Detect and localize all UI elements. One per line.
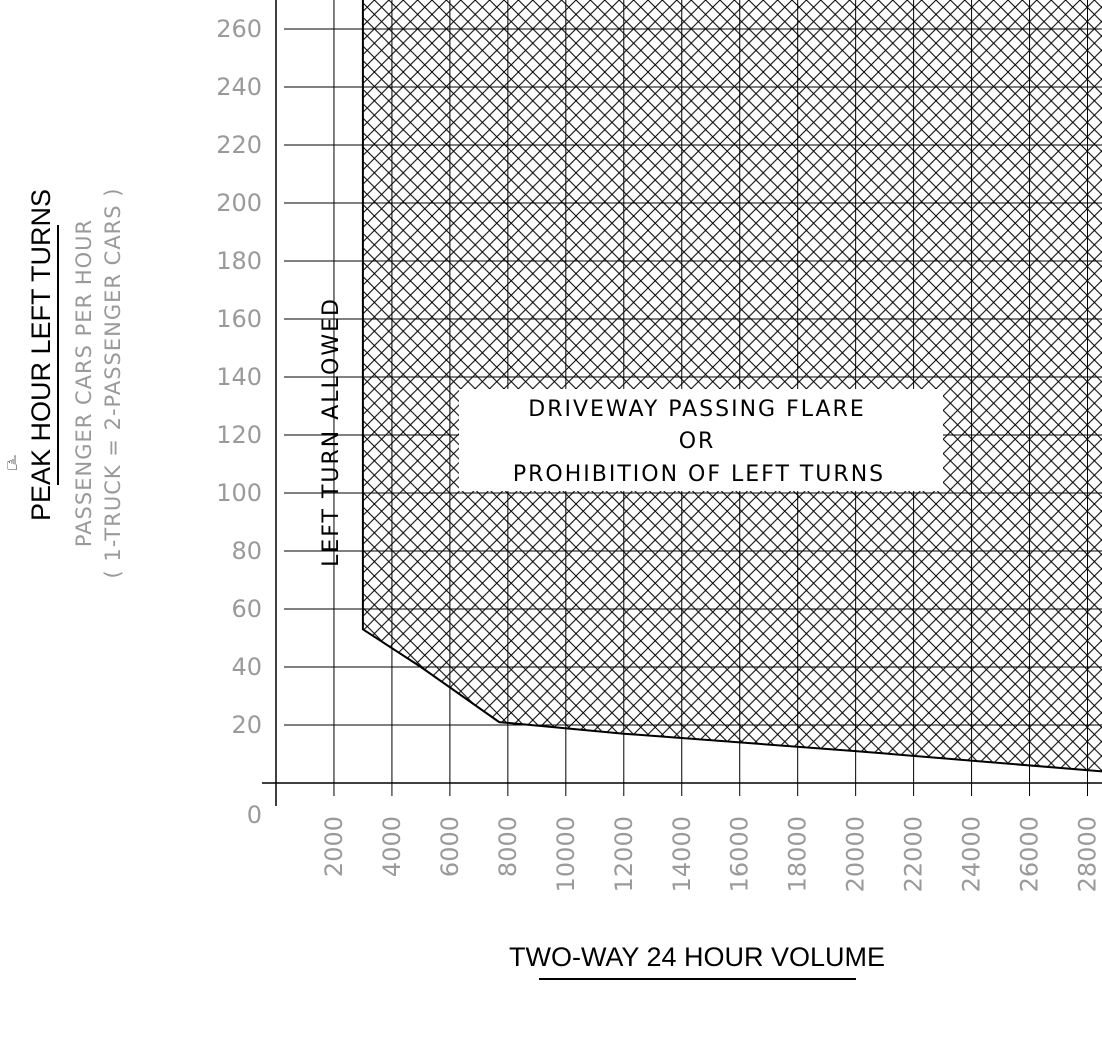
x-tick-label-10000: 10000 (552, 816, 580, 892)
x-tick-label-26000: 26000 (1016, 816, 1044, 892)
y-tick-label-40: 40 (231, 653, 262, 681)
y-tick-label-60: 60 (231, 595, 262, 623)
x-tick-label-2000: 2000 (320, 816, 348, 877)
hatched-region (362, 0, 1102, 772)
x-tick-label-4000: 4000 (378, 816, 406, 877)
y-tick-label-100: 100 (216, 479, 262, 507)
warrant-boundary-line (361, 0, 1102, 773)
y-tick-label-120: 120 (216, 421, 262, 449)
y-tick-label-140: 140 (216, 363, 262, 391)
x-axis-title: TWO-WAY 24 HOUR VOLUME (509, 942, 885, 972)
y-tick-label-0: 0 (247, 801, 262, 829)
x-tick-label-24000: 24000 (958, 816, 986, 892)
x-tick-label-28000: 28000 (1074, 816, 1102, 892)
boundary-layer (361, 0, 1102, 773)
x-tick-label-20000: 20000 (842, 816, 870, 892)
x-tick-labels: 2000 4000 6000 8000 10000 12000 14000 16000 1800… (320, 816, 1102, 892)
hatched-region-layer (362, 0, 1102, 772)
region-label-line-3: PROHIBITION OF LEFT TURNS (513, 462, 885, 487)
hand-cursor-icon: ☝ (6, 451, 18, 475)
y-tick-label-220: 220 (216, 131, 262, 159)
y-tick-label-260: 260 (216, 15, 262, 43)
x-tick-label-22000: 22000 (900, 816, 928, 892)
y-tick-label-80: 80 (231, 537, 262, 565)
region-label-flare-prohibition: DRIVEWAY PASSING FLARE OR PROHIBITION OF… (459, 389, 943, 491)
region-label-line-1: DRIVEWAY PASSING FLARE (528, 397, 865, 422)
y-axis-subtitle-1: PASSENGER CARS PER HOUR (72, 219, 96, 547)
region-label-background (459, 389, 943, 491)
y-tick-label-20: 20 (231, 711, 262, 739)
y-tick-label-180: 180 (216, 247, 262, 275)
y-axis-subtitle-2: ( 1-TRUCK = 2-PASSENGER CARS ) (101, 188, 125, 579)
x-tick-label-12000: 12000 (610, 816, 638, 892)
y-tick-label-160: 160 (216, 305, 262, 333)
y-tick-label-240: 240 (216, 73, 262, 101)
x-tick-label-18000: 18000 (784, 816, 812, 892)
x-tick-label-14000: 14000 (668, 816, 696, 892)
y-axis-title: PEAK HOUR LEFT TURNS (26, 189, 56, 521)
region-label-left-turn-allowed: LEFT TURN ALLOWED (319, 297, 344, 567)
y-tick-label-200: 200 (216, 189, 262, 217)
region-label-line-2: OR (679, 429, 716, 454)
x-tick-label-8000: 8000 (494, 816, 522, 877)
y-tick-labels: 0 20 40 60 80 100 120 140 160 180 200 220 240 260 (216, 15, 262, 829)
x-tick-label-6000: 6000 (436, 816, 464, 877)
x-tick-label-16000: 16000 (726, 816, 754, 892)
